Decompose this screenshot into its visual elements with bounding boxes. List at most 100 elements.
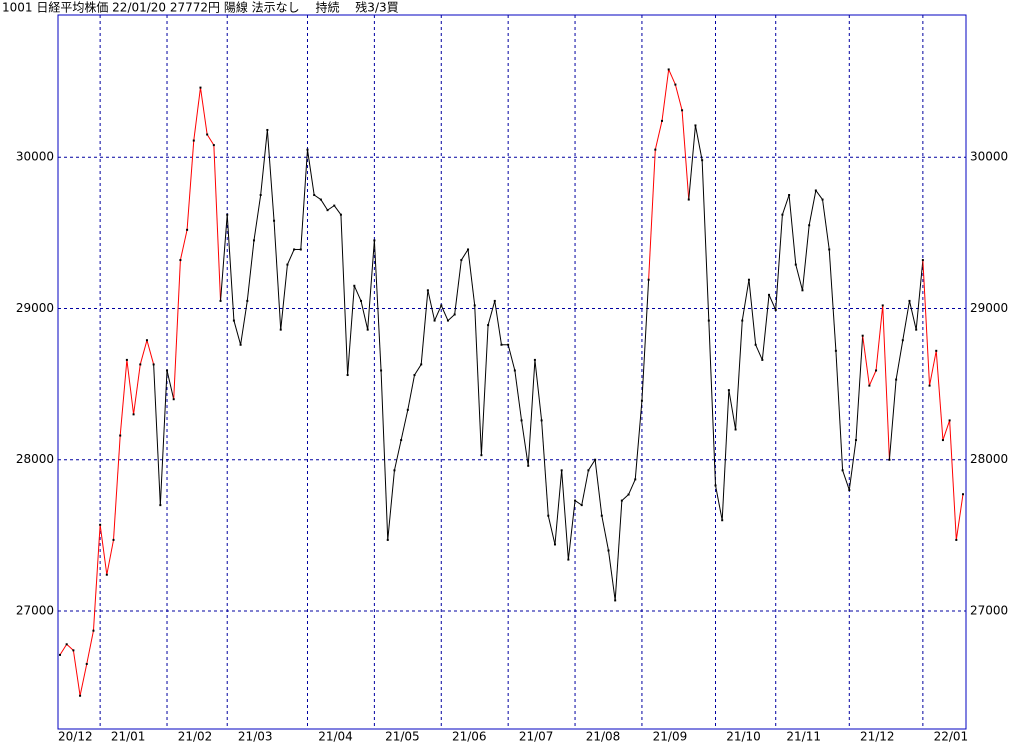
x-tick-label: 21/09 [653, 730, 688, 744]
price-point [868, 384, 871, 387]
price-point [467, 248, 470, 251]
price-segment [587, 459, 596, 471]
price-segment [153, 364, 161, 506]
price-segment [246, 240, 255, 301]
x-tick-label: 21/10 [726, 730, 761, 744]
price-segment [213, 145, 222, 301]
price-point [125, 358, 128, 361]
price-point [92, 629, 95, 632]
price-segment [280, 264, 288, 330]
price-point [553, 543, 556, 546]
price-segment [400, 409, 409, 441]
price-point [681, 109, 684, 112]
price-point [687, 198, 690, 201]
price-segment [193, 87, 201, 141]
price-point [600, 514, 603, 517]
price-segment [708, 320, 717, 486]
price-point [239, 343, 242, 346]
price-point [440, 304, 443, 307]
price-segment [735, 320, 743, 430]
price-segment [340, 214, 349, 376]
price-segment [474, 305, 482, 456]
x-tick-label: 22/01 [934, 730, 969, 744]
price-point [921, 259, 924, 262]
y-tick-label: 30000 [16, 150, 54, 164]
price-point [85, 662, 88, 665]
price-point [828, 248, 831, 251]
price-point [768, 293, 771, 296]
price-segment [822, 199, 830, 250]
price-segment [868, 370, 877, 386]
price-point [580, 504, 583, 507]
price-segment [601, 515, 609, 551]
price-segment [835, 350, 844, 471]
price-point [446, 319, 449, 322]
price-point [246, 299, 249, 302]
x-tick-label: 21/03 [238, 730, 273, 744]
price-segment [253, 194, 262, 241]
price-point [747, 278, 750, 281]
price-point [360, 299, 362, 302]
price-point [661, 119, 663, 122]
price-segment [360, 300, 369, 330]
price-segment [574, 500, 583, 506]
price-segment [106, 539, 115, 575]
price-point [132, 413, 135, 416]
price-segment [199, 87, 208, 135]
price-point [179, 259, 182, 262]
price-point [460, 259, 463, 262]
price-point [400, 439, 403, 442]
price-point [794, 263, 797, 266]
price-point [875, 369, 878, 372]
price-segment [694, 125, 703, 161]
price-segment [848, 440, 857, 491]
price-point [620, 499, 623, 502]
price-segment [306, 149, 315, 196]
price-segment [741, 279, 750, 321]
price-point [232, 319, 235, 322]
price-point [928, 384, 931, 387]
price-point [59, 653, 61, 656]
price-segment [407, 374, 416, 410]
price-point [105, 573, 108, 576]
price-point [788, 194, 791, 197]
x-tick-label: 21/11 [786, 730, 821, 744]
price-point [500, 343, 503, 346]
price-segment [748, 279, 757, 345]
price-segment [654, 120, 663, 150]
price-point [734, 428, 737, 431]
price-point [293, 248, 296, 251]
price-segment [875, 305, 884, 371]
price-segment [808, 190, 817, 226]
price-segment [186, 140, 195, 230]
price-point [480, 454, 483, 457]
price-point [727, 389, 730, 392]
price-point [433, 319, 436, 322]
price-point [587, 469, 590, 472]
price-point [299, 248, 302, 251]
price-segment [842, 470, 850, 491]
price-point [386, 538, 389, 541]
price-segment [133, 364, 141, 415]
price-point [814, 189, 817, 192]
price-segment [581, 470, 589, 506]
price-segment [300, 149, 308, 250]
price-point [861, 334, 864, 337]
price-segment [815, 190, 823, 200]
price-segment [554, 470, 563, 545]
price-segment [347, 285, 355, 376]
price-segment [688, 125, 696, 200]
price-segment [179, 229, 188, 261]
price-point [420, 363, 423, 366]
y-tick-label: 28000 [16, 452, 54, 466]
price-point [533, 358, 536, 361]
price-segment [367, 240, 375, 330]
price-segment [206, 134, 215, 146]
price-segment [728, 390, 737, 430]
price-segment [795, 264, 803, 291]
price-point [259, 194, 262, 197]
price-segment [480, 325, 489, 456]
price-point [915, 328, 918, 331]
price-segment [614, 500, 623, 601]
price-segment [86, 630, 94, 665]
